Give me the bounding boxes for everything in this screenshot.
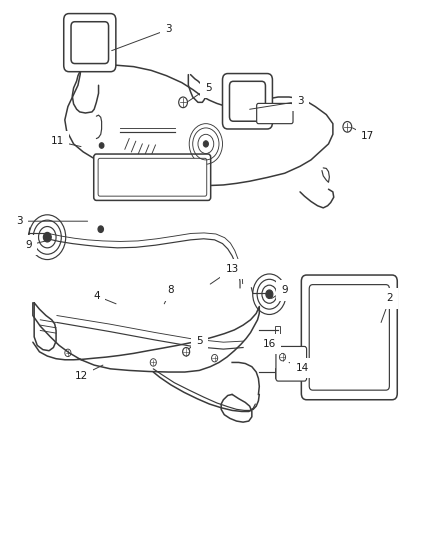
FancyBboxPatch shape — [71, 22, 109, 63]
Bar — [275, 326, 280, 337]
Text: 17: 17 — [353, 128, 374, 141]
FancyBboxPatch shape — [98, 158, 207, 196]
Text: 8: 8 — [164, 286, 174, 304]
Circle shape — [203, 141, 208, 147]
Text: 14: 14 — [289, 362, 309, 373]
FancyBboxPatch shape — [223, 74, 272, 129]
Text: 13: 13 — [210, 264, 239, 284]
FancyBboxPatch shape — [257, 103, 293, 124]
Circle shape — [99, 143, 104, 148]
Text: 2: 2 — [381, 294, 393, 322]
Text: 12: 12 — [74, 365, 103, 381]
Text: 3: 3 — [16, 216, 88, 226]
FancyBboxPatch shape — [94, 154, 211, 200]
Circle shape — [266, 290, 273, 298]
Circle shape — [98, 226, 103, 232]
Text: 11: 11 — [50, 136, 81, 147]
Circle shape — [43, 232, 51, 242]
Text: 9: 9 — [25, 240, 46, 250]
Text: 9: 9 — [272, 286, 288, 298]
FancyBboxPatch shape — [309, 285, 389, 390]
Text: 3: 3 — [112, 25, 172, 51]
FancyBboxPatch shape — [301, 275, 397, 400]
FancyBboxPatch shape — [276, 346, 307, 381]
Text: 5: 5 — [188, 336, 203, 349]
Text: 5: 5 — [188, 83, 212, 101]
FancyBboxPatch shape — [230, 82, 265, 121]
Text: 16: 16 — [263, 339, 279, 352]
FancyBboxPatch shape — [64, 13, 116, 71]
Bar — [275, 368, 280, 378]
Text: 3: 3 — [250, 96, 304, 109]
Text: 4: 4 — [93, 291, 116, 304]
